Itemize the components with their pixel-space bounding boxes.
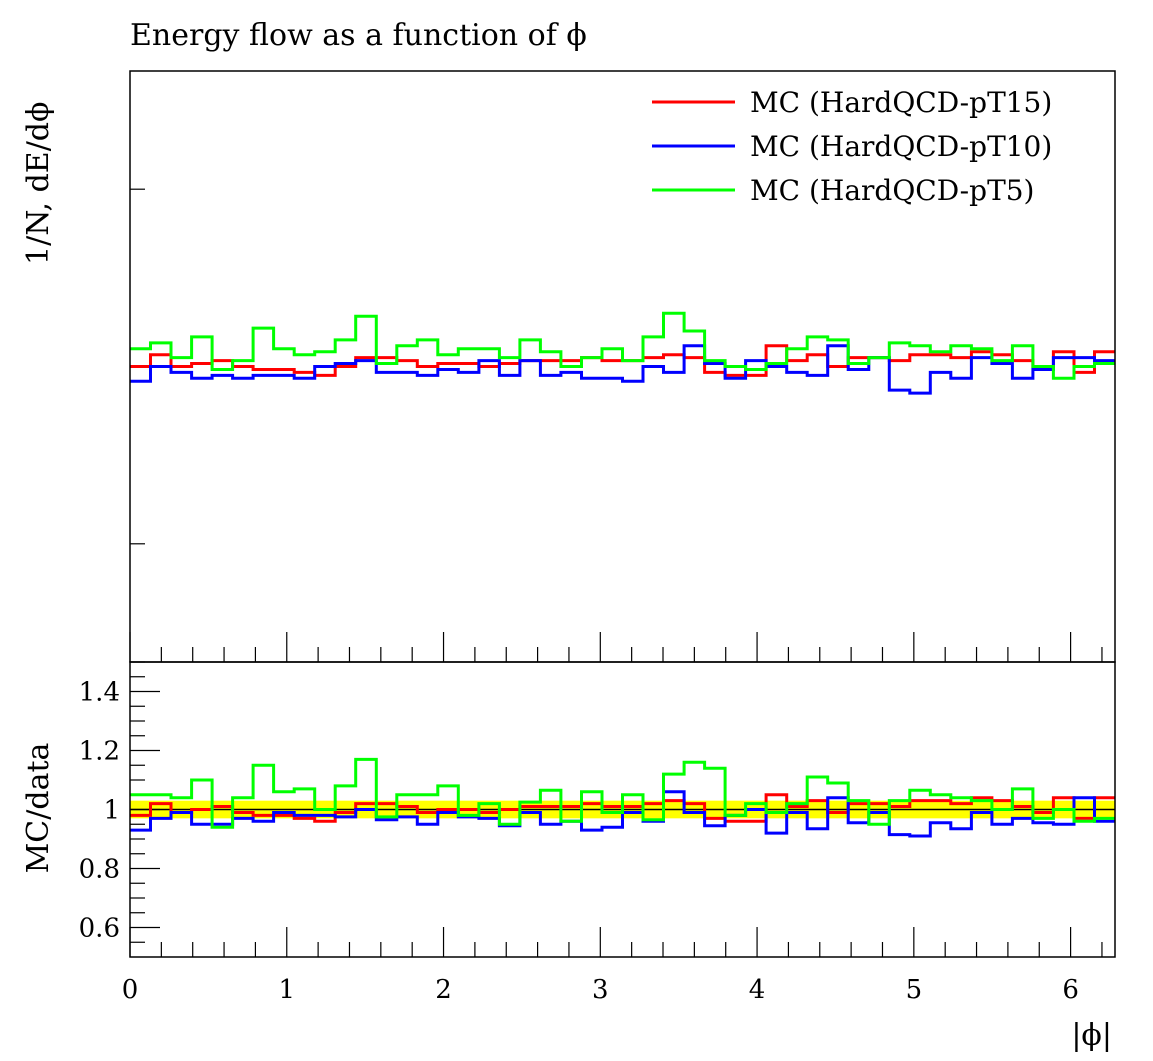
legend: MC (HardQCD-pT15) MC (HardQCD-pT10) MC (… xyxy=(652,86,1052,207)
ratio-y-axis-label: MC/data xyxy=(21,742,56,873)
ratio-plot-frame xyxy=(129,661,1116,958)
legend-entry-pt5: MC (HardQCD-pT5) xyxy=(652,174,1034,207)
main-ticks xyxy=(129,188,1103,662)
x-tick-label: 5 xyxy=(906,975,923,1005)
main-series xyxy=(130,311,1115,395)
ratio-series xyxy=(130,757,1115,838)
legend-entry-pt10: MC (HardQCD-pT10) xyxy=(652,130,1052,163)
x-tick-labels: 0 1 2 3 4 5 6 xyxy=(122,975,1079,1005)
main-series-line-pt5 xyxy=(130,311,1115,380)
ratio-series-line-pt10 xyxy=(130,790,1115,838)
main-y-axis-label: 1/N, dE/dϕ xyxy=(21,102,56,265)
x-tick-label: 0 xyxy=(122,975,139,1005)
x-tick-label: 2 xyxy=(435,975,452,1005)
x-tick-label: 4 xyxy=(749,975,766,1005)
main-series-line-pt10 xyxy=(130,344,1115,395)
ratio-series-line-pt5 xyxy=(130,757,1115,829)
chart-title: Energy flow as a function of ϕ xyxy=(130,18,587,53)
legend-label-pt10: MC (HardQCD-pT10) xyxy=(750,130,1052,163)
main-panel xyxy=(129,70,1116,663)
ratio-y-tick-label: 1 xyxy=(103,796,120,826)
ratio-y-tick-label: 1.4 xyxy=(79,678,120,708)
legend-entry-pt15: MC (HardQCD-pT15) xyxy=(652,86,1052,119)
ratio-ticks xyxy=(129,661,1103,957)
x-tick-label: 3 xyxy=(592,975,609,1005)
ratio-y-tick-label: 0.6 xyxy=(79,914,120,944)
x-tick-label: 6 xyxy=(1062,975,1079,1005)
x-tick-label: 1 xyxy=(278,975,295,1005)
legend-label-pt5: MC (HardQCD-pT5) xyxy=(750,174,1034,207)
legend-label-pt15: MC (HardQCD-pT15) xyxy=(750,86,1052,119)
ratio-y-tick-label: 0.8 xyxy=(79,855,120,885)
ratio-y-tick-label: 1.2 xyxy=(79,737,120,767)
ratio-y-tick-labels: 0.6 0.8 1 1.2 1.4 xyxy=(79,678,120,944)
ratio-panel: 0.6 0.8 1 1.2 1.4 0 1 2 3 4 5 6 xyxy=(79,661,1116,1005)
x-axis-label: |ϕ| xyxy=(1071,1018,1112,1053)
